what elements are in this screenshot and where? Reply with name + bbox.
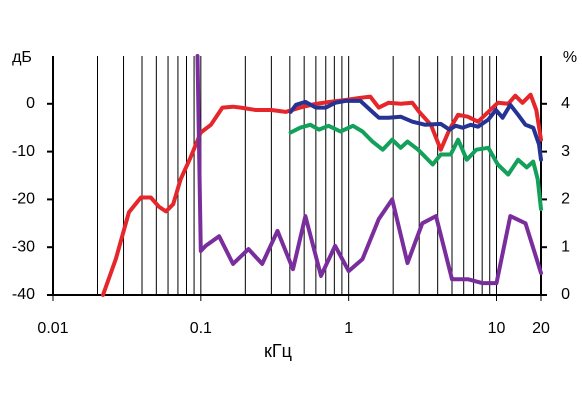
y-tick-label: -30 bbox=[12, 238, 35, 255]
y2-tick-label: 4 bbox=[561, 95, 570, 112]
y-axis-label: дБ bbox=[12, 49, 32, 66]
data-line bbox=[288, 98, 543, 162]
data-line bbox=[288, 122, 543, 211]
x-tick-label: 0.01 bbox=[37, 320, 68, 337]
y-tick-label: -40 bbox=[12, 286, 35, 303]
y-tick-label: -20 bbox=[12, 191, 35, 208]
y2-tick-label: 1 bbox=[561, 238, 570, 255]
x-tick-label: 20 bbox=[532, 320, 550, 337]
x-axis-label: кГц bbox=[264, 341, 292, 361]
y2-tick-label: 2 bbox=[561, 191, 570, 208]
x-tick-label: 10 bbox=[488, 320, 506, 337]
y2-tick-label: 0 bbox=[561, 286, 570, 303]
x-tick-label: 1 bbox=[344, 320, 353, 337]
y2-axis-label: % bbox=[563, 49, 577, 66]
x-tick-label: 0.1 bbox=[190, 320, 212, 337]
y-tick-label: -10 bbox=[12, 143, 35, 160]
data-line bbox=[195, 54, 543, 286]
y-tick-label: 0 bbox=[26, 95, 35, 112]
y2-tick-label: 3 bbox=[561, 143, 570, 160]
